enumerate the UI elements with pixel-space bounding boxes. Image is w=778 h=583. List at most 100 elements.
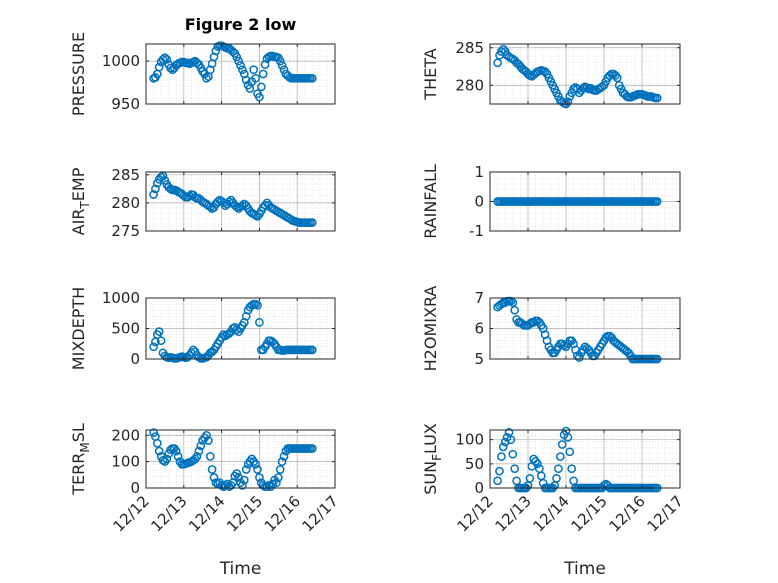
y-tick-label: 1000: [102, 289, 140, 307]
data-point: [552, 473, 561, 483]
data-point: [166, 445, 175, 455]
y-tick-label: 100: [455, 431, 484, 449]
y-axis-label: SUNFLUX: [421, 423, 444, 495]
data-point: [307, 444, 317, 453]
data-point: [611, 71, 620, 80]
subplot-h2omixra: 5 6 7 H2OMIXRA: [421, 286, 681, 372]
data-point: [498, 442, 508, 452]
axes-frame: [145, 429, 336, 489]
y-tick-label: 1: [474, 163, 484, 181]
data-point: [251, 459, 260, 469]
data-point: [213, 197, 223, 207]
data-point: [232, 325, 242, 335]
data-point: [279, 452, 289, 461]
data-point: [149, 428, 158, 437]
data-point: [205, 452, 215, 461]
subplot-theta: 280 285 THETA: [421, 39, 681, 109]
data-point: [149, 190, 158, 199]
y-axis-label: RAINFALL: [421, 164, 440, 239]
data-point: [255, 318, 264, 327]
data-point: [525, 473, 535, 483]
y-tick-label: 50: [465, 455, 484, 473]
series-air-temp: [149, 171, 317, 227]
data-point: [255, 92, 264, 102]
x-tick-label: 12/14: [185, 492, 228, 535]
subplot-mixdepth: 0 500 1000 MIXDEPTH: [69, 287, 336, 370]
data-point: [277, 457, 287, 466]
data-point: [149, 342, 158, 352]
data-point: [498, 44, 508, 54]
data-point: [307, 345, 317, 355]
data-point: [253, 465, 262, 474]
data-point: [279, 65, 289, 75]
data-point: [555, 452, 565, 461]
data-point: [563, 432, 573, 442]
data-point: [260, 200, 270, 210]
x-tick-label: 12/16: [261, 492, 304, 535]
plot-area: [490, 430, 680, 488]
data-point: [249, 65, 259, 75]
data-point: [194, 446, 204, 456]
data-point: [251, 73, 260, 83]
data-point: [151, 184, 160, 194]
x-tick-label: 12/15: [223, 492, 266, 535]
y-axis-label: AIRTEMP: [69, 167, 92, 235]
data-point: [205, 65, 215, 75]
y-tick-label: 280: [111, 194, 140, 212]
series-theta: [493, 44, 662, 109]
subplot-rainfall: -1 0 1 RAINFALL: [421, 163, 681, 240]
y-axis-label: H2OMIXRA: [421, 286, 440, 372]
figure-title: Figure 2 low: [185, 15, 297, 34]
y-tick-label: 0: [474, 193, 484, 211]
data-point: [185, 191, 194, 201]
data-point: [307, 218, 317, 227]
x-tick-label: 12/12: [110, 492, 153, 535]
y-tick-label: 5: [474, 350, 484, 368]
y-tick-label: 950: [111, 95, 140, 113]
data-point: [196, 441, 206, 451]
data-point: [565, 447, 575, 457]
data-point: [241, 465, 251, 474]
data-point: [204, 436, 213, 445]
data-point: [510, 464, 520, 474]
data-point: [497, 452, 506, 461]
data-point: [202, 430, 211, 440]
x-tick-label: 12/14: [530, 492, 573, 535]
data-point: [192, 452, 202, 461]
data-point: [510, 305, 520, 315]
y-tick-label: 200: [111, 426, 140, 444]
data-point: [508, 298, 518, 307]
series-terr-msl: [149, 428, 317, 492]
y-tick-label: -1: [469, 222, 484, 240]
subplot-pressure: 950 1000 PRESSURE: [69, 32, 336, 116]
data-point: [162, 55, 172, 64]
data-point: [241, 75, 251, 85]
data-point: [652, 197, 662, 206]
axes-frame: [145, 171, 336, 232]
y-tick-label: 0: [130, 479, 140, 497]
data-point: [495, 466, 504, 476]
data-point: [493, 476, 502, 486]
y-tick-label: 285: [111, 166, 140, 184]
x-tick-label: 12/12: [454, 492, 497, 535]
x-axis-label: Time: [563, 559, 606, 579]
data-point: [239, 475, 249, 485]
data-point: [154, 446, 164, 456]
y-tick-label: 275: [111, 222, 140, 240]
y-axis-label: PRESSURE: [69, 32, 88, 116]
y-axis-label: THETA: [421, 48, 440, 100]
data-point: [533, 459, 542, 469]
data-point: [273, 473, 283, 482]
x-tick-label: 12/13: [147, 492, 190, 535]
y-tick-label: 7: [474, 289, 484, 307]
data-point: [173, 452, 183, 461]
subplot-terr-msl: 0 100 200 TERRMSL 12/1212/1312/1412/1512/161…: [69, 423, 342, 579]
data-point: [234, 56, 243, 66]
axes-frame: [489, 43, 681, 105]
series-mixdepth: [149, 299, 317, 363]
y-tick-label: 6: [474, 320, 484, 338]
data-point: [236, 61, 245, 70]
data-point: [154, 327, 164, 336]
data-point: [531, 457, 540, 466]
